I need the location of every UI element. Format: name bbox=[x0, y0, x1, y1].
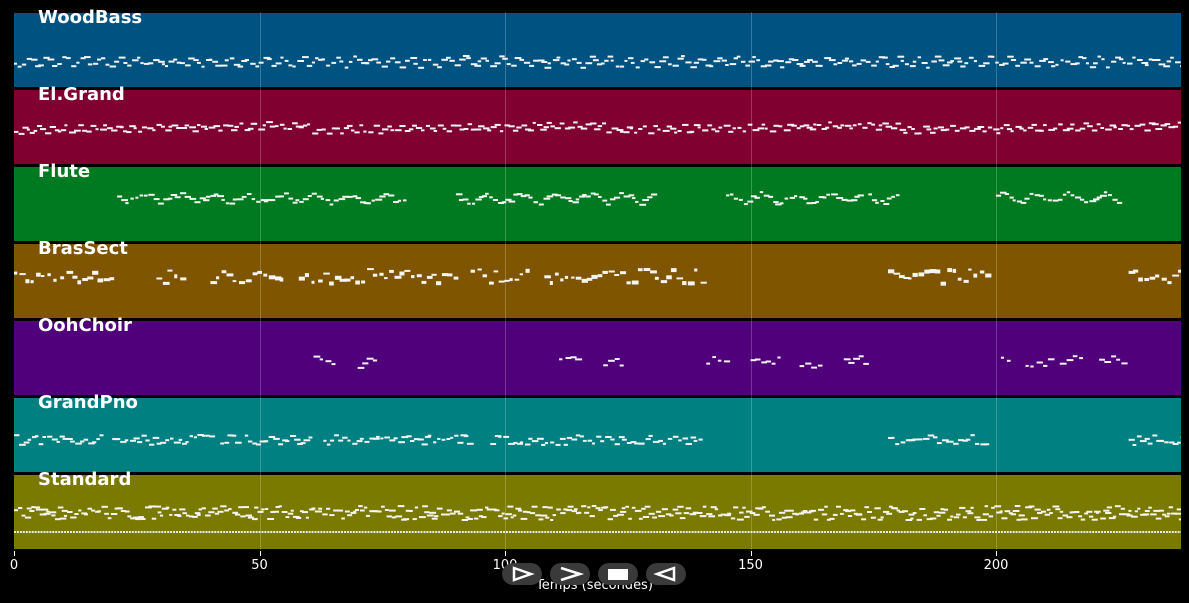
track-name: Flute bbox=[38, 161, 91, 182]
gridline bbox=[996, 12, 997, 550]
play-icon bbox=[512, 566, 535, 582]
gridline bbox=[750, 12, 752, 550]
play-button[interactable] bbox=[502, 563, 542, 585]
note-pattern bbox=[117, 191, 1123, 206]
x-axis-label: Temps (secondes) bbox=[536, 578, 653, 593]
note-pattern bbox=[14, 268, 1181, 286]
gridline bbox=[505, 12, 506, 550]
tick-mark bbox=[505, 551, 506, 556]
tick-mark bbox=[750, 551, 752, 556]
track-name: BrasSect bbox=[38, 238, 128, 259]
track-name: El.Grand bbox=[38, 84, 125, 105]
forward-button[interactable] bbox=[550, 563, 590, 585]
tick-mark bbox=[259, 551, 261, 556]
tick-label: 0 bbox=[9, 558, 19, 573]
track-name: OohChoir bbox=[38, 315, 132, 336]
tick-mark bbox=[996, 551, 997, 556]
track-lane-woodbass[interactable]: WoodBass bbox=[14, 7, 1181, 87]
note-pattern bbox=[14, 121, 1181, 135]
track-lane-standard[interactable]: Standard bbox=[14, 469, 1181, 549]
rewind-button[interactable] bbox=[646, 563, 686, 585]
tick-label: 150 bbox=[738, 558, 763, 573]
stop-icon bbox=[608, 569, 628, 580]
track-lane-flute[interactable]: Flute bbox=[14, 161, 1181, 241]
note-pattern bbox=[313, 355, 1128, 369]
forward-icon bbox=[560, 566, 585, 582]
tick-label: 50 bbox=[251, 558, 268, 573]
tick-label: 200 bbox=[983, 558, 1009, 573]
track-lane-brassect[interactable]: BrasSect bbox=[14, 238, 1181, 318]
note-pattern bbox=[14, 55, 1181, 69]
gridline bbox=[259, 12, 261, 550]
rewind-icon bbox=[653, 566, 676, 582]
track-lane-el-grand[interactable]: El.Grand bbox=[14, 84, 1181, 164]
track-name: WoodBass bbox=[38, 7, 143, 28]
track-name: GrandPno bbox=[38, 392, 138, 413]
stop-button[interactable] bbox=[598, 563, 638, 585]
tick-mark bbox=[14, 551, 15, 556]
note-pattern bbox=[14, 434, 1181, 446]
track-name: Standard bbox=[38, 469, 132, 490]
note-pattern bbox=[14, 505, 1181, 533]
track-lane-grandpno[interactable]: GrandPno bbox=[14, 392, 1181, 472]
track-lane-oohchoir[interactable]: OohChoir bbox=[14, 315, 1181, 395]
